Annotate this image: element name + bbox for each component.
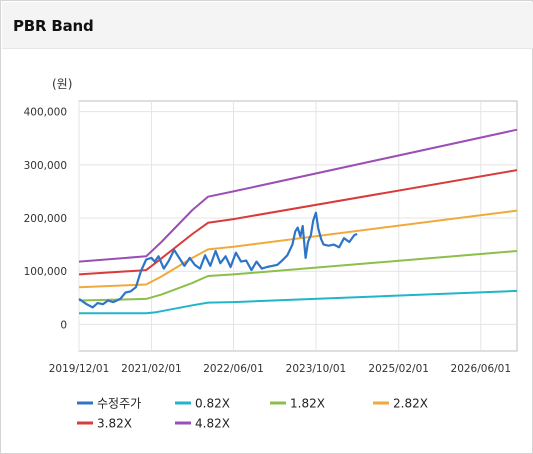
legend-label: 수정주가 [97,397,141,411]
legend-label: 1.82X [290,397,325,411]
x-tick-label: 2022/06/01 [203,363,264,375]
y-tick-label: 300,000 [24,160,67,172]
legend-label: 0.82X [195,397,230,411]
legend-label: 3.82X [97,417,132,431]
legend: 수정주가 0.82X 1.82X 2.82X 3.82X 4.82X [77,397,428,431]
series-line-2.82X [78,209,518,289]
series-line-0.82X [79,289,518,315]
series-line-3.82X [78,169,518,276]
series-line-1.82X [78,250,518,302]
x-tick-label: 2023/10/01 [286,363,347,375]
x-tick-label: 2026/06/01 [451,363,512,375]
y-unit-label: (원) [52,77,72,91]
axes: 0 100,000 200,000 300,000 400,000 2019/12/01 2… [24,107,511,375]
series-lines [78,128,518,315]
y-tick-label: 0 [60,319,67,331]
x-tick-label: 2025/02/01 [368,363,429,375]
x-tick-label: 2019/12/01 [49,363,110,375]
y-tick-label: 400,000 [24,107,67,119]
panel-title: PBR Band [13,17,94,35]
series-line-4.82X [78,128,518,263]
y-tick-label: 200,000 [24,213,67,225]
legend-label: 4.82X [195,417,230,431]
legend-item[interactable]: 3.82X [77,417,132,431]
legend-item[interactable]: 0.82X [175,397,230,411]
panel-header: PBR Band [2,2,533,49]
y-tick-label: 100,000 [24,266,67,278]
legend-label: 2.82X [393,397,428,411]
legend-item[interactable]: 1.82X [270,397,325,411]
legend-item[interactable]: 수정주가 [77,397,141,411]
legend-item[interactable]: 4.82X [175,417,230,431]
series-line-수정주가 [78,211,358,309]
grid [78,100,518,352]
x-tick-label: 2021/02/01 [121,363,182,375]
legend-item[interactable]: 2.82X [373,397,428,411]
